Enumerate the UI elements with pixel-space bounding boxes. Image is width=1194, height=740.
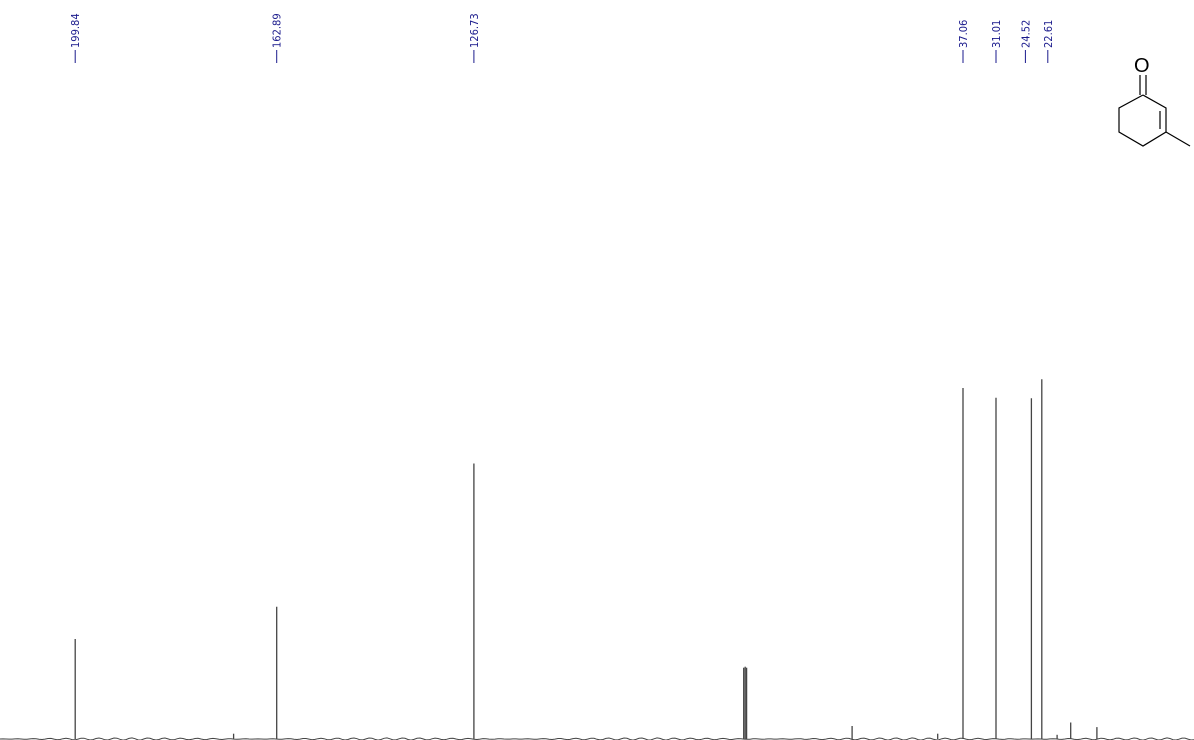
- methyl-bond: [1165, 131, 1191, 147]
- molecule-structure: O: [1118, 55, 1191, 147]
- peak-label-37-06: 37.06: [957, 20, 970, 63]
- oxygen-atom-label: O: [1134, 55, 1150, 77]
- peak-label-text: 162.89: [271, 13, 284, 48]
- ring-bonds: [1118, 94, 1167, 147]
- spectrum-baseline: [0, 737, 1194, 740]
- peak-label-126-73: 126.73: [468, 13, 481, 63]
- peak-label-text: 199.84: [69, 13, 82, 48]
- peak-label-text: 22.61: [1042, 20, 1055, 48]
- peak-label-31-01: 31.01: [990, 20, 1003, 63]
- peak-label-199-84: 199.84: [69, 13, 82, 63]
- peak-label-24-52: 24.52: [1019, 20, 1032, 63]
- peak-label-text: 126.73: [468, 13, 481, 48]
- peak-label-layer: 199.84 162.89 126.73 37.06 31.01 24.52 22.61: [69, 13, 1055, 63]
- peak-layer: [74, 379, 1098, 739]
- peak-label-text: 24.52: [1019, 20, 1032, 48]
- peak-label-text: 37.06: [957, 20, 970, 48]
- peak-label-text: 31.01: [990, 20, 1003, 48]
- peak-label-22-61: 22.61: [1042, 20, 1055, 63]
- peak-label-162-89: 162.89: [271, 13, 284, 63]
